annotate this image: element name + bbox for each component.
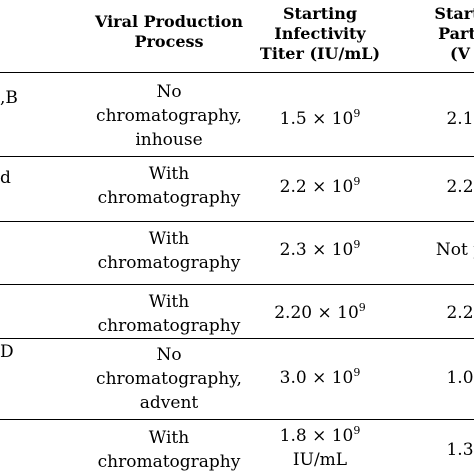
titer-value: 3.0 × 10 — [279, 368, 354, 388]
particle-cell: 2.2 — [446, 177, 474, 197]
row-id-cell: D — [0, 342, 14, 362]
row-rule — [0, 221, 474, 222]
row-id-cell: d — [0, 168, 11, 188]
row-rule — [0, 338, 474, 339]
process-line: advent — [139, 393, 199, 413]
header-line: Starting — [282, 4, 358, 23]
header-viral-production-process: Viral Production Process — [88, 12, 250, 52]
titer-exponent: 9 — [358, 301, 366, 314]
process-line: With — [148, 292, 190, 312]
titer-value: 1.8 × 10 — [279, 426, 354, 446]
header-starting-infectivity-titer: Starting Infectivity Titer (IU/mL) — [250, 4, 390, 64]
process-line: chromatography — [97, 452, 241, 472]
process-line: chromatography — [97, 253, 241, 273]
row-id-cell: ,B — [0, 88, 18, 108]
process-line: chromatography — [97, 316, 241, 336]
row-rule — [0, 419, 474, 420]
process-cell: No chromatography, inhouse — [88, 80, 250, 152]
process-line: chromatography, — [96, 106, 242, 126]
header-rule — [0, 72, 474, 73]
titer-cell: 2.20 × 109 — [250, 301, 390, 325]
titer-value: 2.2 × 10 — [279, 177, 354, 197]
process-cell: With chromatography — [88, 162, 250, 210]
header-line: Process — [134, 32, 204, 51]
header-line: Parti — [438, 24, 474, 43]
process-cell: With chromatography — [88, 290, 250, 338]
titer-cell: 1.8 × 109 IU/mL — [250, 424, 390, 472]
header-starting-particle: Starti Parti (V — [405, 4, 474, 64]
header-line: Viral Production — [94, 12, 244, 31]
header-line: Titer (IU/mL) — [259, 44, 381, 63]
process-cell: No chromatography, advent — [88, 343, 250, 415]
process-cell: With chromatography — [88, 426, 250, 474]
header-line: Infectivity — [274, 24, 366, 43]
titer-value-line: 1.8 × 109 — [250, 424, 390, 448]
process-line: No — [156, 82, 182, 102]
titer-value: 1.5 × 10 — [279, 109, 354, 129]
process-line: With — [148, 428, 190, 448]
process-line: inhouse — [135, 130, 203, 150]
titer-exponent: 9 — [353, 107, 361, 120]
particle-cell: 1.0 — [446, 368, 474, 388]
titer-exponent: 9 — [353, 366, 361, 379]
row-rule — [0, 156, 474, 157]
titer-exponent: 9 — [353, 424, 361, 437]
process-line: chromatography — [97, 188, 241, 208]
particle-cell: 2.2 — [446, 303, 474, 323]
titer-exponent: 9 — [353, 238, 361, 251]
particle-cell: 1.3 — [446, 440, 474, 460]
header-line: (V — [450, 44, 470, 63]
process-line: chromatography, — [96, 369, 242, 389]
header-line: Starti — [434, 4, 474, 23]
titer-cell: 2.3 × 109 — [250, 238, 390, 262]
process-line: With — [148, 164, 190, 184]
titer-cell: 2.2 × 109 — [250, 175, 390, 199]
titer-value: 2.20 × 10 — [274, 303, 359, 323]
row-rule — [0, 284, 474, 285]
titer-cell: 1.5 × 109 — [250, 107, 390, 131]
particle-cell: 2.1 — [446, 109, 474, 129]
titer-cell: 3.0 × 109 — [250, 366, 390, 390]
titer-value: 2.3 × 10 — [279, 240, 354, 260]
process-line: No — [156, 345, 182, 365]
titer-unit: IU/mL — [292, 450, 348, 470]
particle-cell: Not p — [435, 240, 474, 260]
process-line: With — [148, 229, 190, 249]
process-cell: With chromatography — [88, 227, 250, 275]
titer-exponent: 9 — [353, 175, 361, 188]
